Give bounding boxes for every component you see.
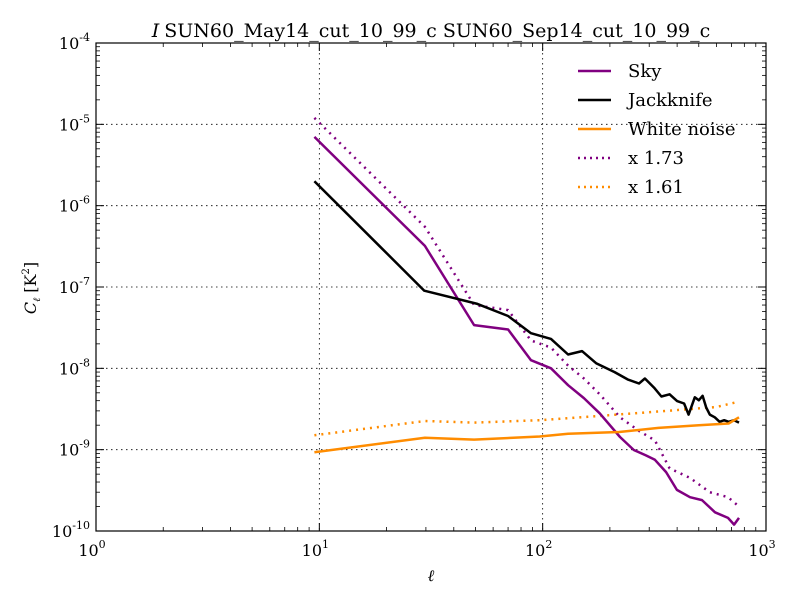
y-tick-label: 10-8: [59, 356, 90, 378]
y-tick-label: 10-10: [52, 519, 90, 541]
y-tick-label: 10-6: [59, 194, 90, 216]
y-tick-exp: -6: [79, 194, 90, 207]
y-tick-base: 10: [59, 359, 79, 378]
x-tick-base: 10: [78, 541, 98, 560]
chart-title: I SUN60_May14_cut_10_99_c SUN60_Sep14_cut…: [151, 20, 711, 42]
y-tick-exp: -9: [79, 438, 90, 451]
y-tick-exp: -4: [79, 31, 90, 44]
x-tick-exp: 0: [99, 538, 106, 551]
y-tick-base: 10: [59, 115, 79, 134]
x-tick-label: 103: [748, 538, 775, 560]
x-tick-base: 10: [525, 541, 545, 560]
legend: Sky Jackknife White noise x 1.73 x 1.61: [578, 61, 736, 198]
legend-label: x 1.73: [628, 148, 684, 169]
y-tick-base: 10: [52, 522, 72, 541]
x-tick-exp: 3: [769, 538, 776, 551]
y-tick-base: 10: [59, 278, 79, 297]
y-tick-label: 10-4: [59, 31, 90, 53]
y-tick-base: 10: [59, 197, 79, 216]
y-tick-label: 10-7: [59, 275, 90, 297]
x-tick-base: 10: [748, 541, 768, 560]
x-tick-exp: 2: [545, 538, 552, 551]
y-tick-exp: -10: [72, 519, 90, 532]
y-label-c: C: [21, 302, 40, 314]
plot-frame: [95, 42, 767, 532]
x-tick-exp: 1: [322, 538, 329, 551]
y-tick-label: 10-9: [59, 438, 90, 460]
y-label-sup: 2: [21, 268, 32, 274]
legend-label: Jackknife: [626, 90, 713, 111]
x-tick-base: 10: [302, 541, 322, 560]
series-line-white-noise: [314, 416, 740, 454]
title-italic-i: I: [151, 20, 160, 42]
x-tick-label: 101: [302, 538, 329, 560]
y-axis-label: Cℓ [K2]: [21, 262, 43, 314]
y-tick-exp: -5: [79, 112, 90, 125]
y-tick-label: 10-5: [59, 112, 90, 134]
minor-ticks: [96, 43, 766, 531]
y-label-unit: [K: [21, 273, 40, 292]
series-line-sky: [313, 136, 741, 526]
y-label-sub: ℓ: [32, 298, 43, 302]
x-tick-label: 102: [525, 538, 552, 560]
y-tick-exp: -7: [79, 275, 90, 288]
y-label-close: ]: [21, 262, 40, 268]
x-tick-label: 100: [78, 538, 105, 560]
legend-label: x 1.61: [628, 177, 684, 198]
y-tick-base: 10: [59, 441, 79, 460]
series-layer: [313, 117, 741, 526]
y-tick-base: 10: [59, 34, 79, 53]
legend-label: White noise: [628, 119, 736, 140]
y-tick-exp: -8: [79, 356, 90, 369]
title-text: SUN60_May14_cut_10_99_c SUN60_Sep14_cut_…: [164, 20, 710, 42]
x-axis-label: ℓ: [428, 566, 435, 585]
y-tick-labels: 10-410-510-610-710-810-910-10: [52, 31, 90, 541]
legend-label: Sky: [628, 61, 662, 82]
series-line-jackknife: [313, 180, 740, 424]
x-tick-labels: 100 101 102 103: [78, 538, 775, 560]
